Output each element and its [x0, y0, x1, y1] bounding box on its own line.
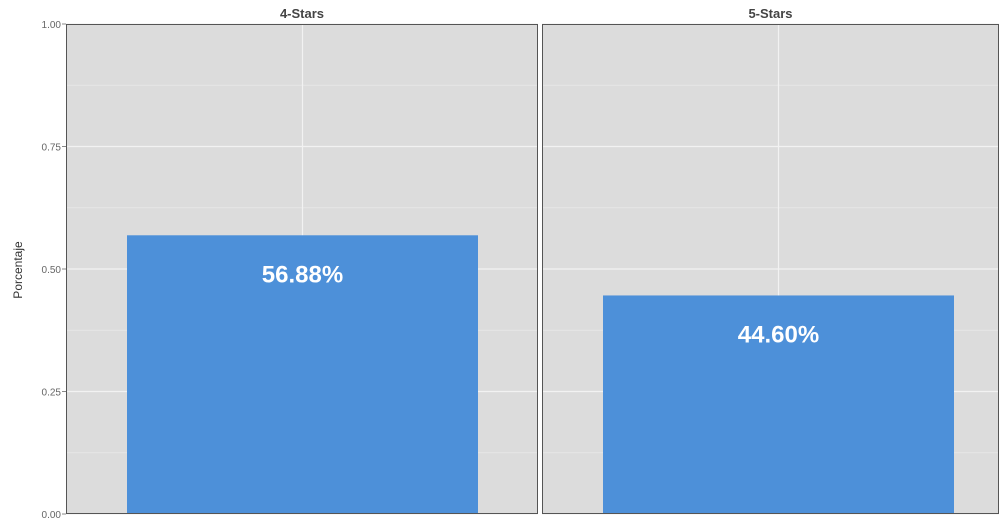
facet-title: 5-Stars [748, 6, 792, 21]
bar-data-label: 56.88% [262, 261, 343, 288]
y-axis-title: Porcentaje [11, 241, 25, 299]
y-tick-label: 0.25 [42, 388, 62, 399]
facet-panel: 4-Stars 56.88% [66, 6, 538, 514]
y-tick-label: 0.50 [42, 265, 62, 276]
facet-title: 4-Stars [280, 6, 324, 21]
bar-data-label: 44.60% [738, 321, 819, 348]
y-axis-ticks: 0.00 0.25 0.50 0.75 1.00 [42, 20, 66, 520]
y-tick-label: 0.00 [42, 510, 62, 520]
facet-panel: 5-Stars 44.60% [542, 6, 999, 514]
facet-panels: 4-Stars 56.88% 5-Stars 44.60% [66, 6, 999, 514]
y-tick-label: 0.75 [42, 143, 62, 154]
y-tick-label: 1.00 [42, 20, 62, 31]
